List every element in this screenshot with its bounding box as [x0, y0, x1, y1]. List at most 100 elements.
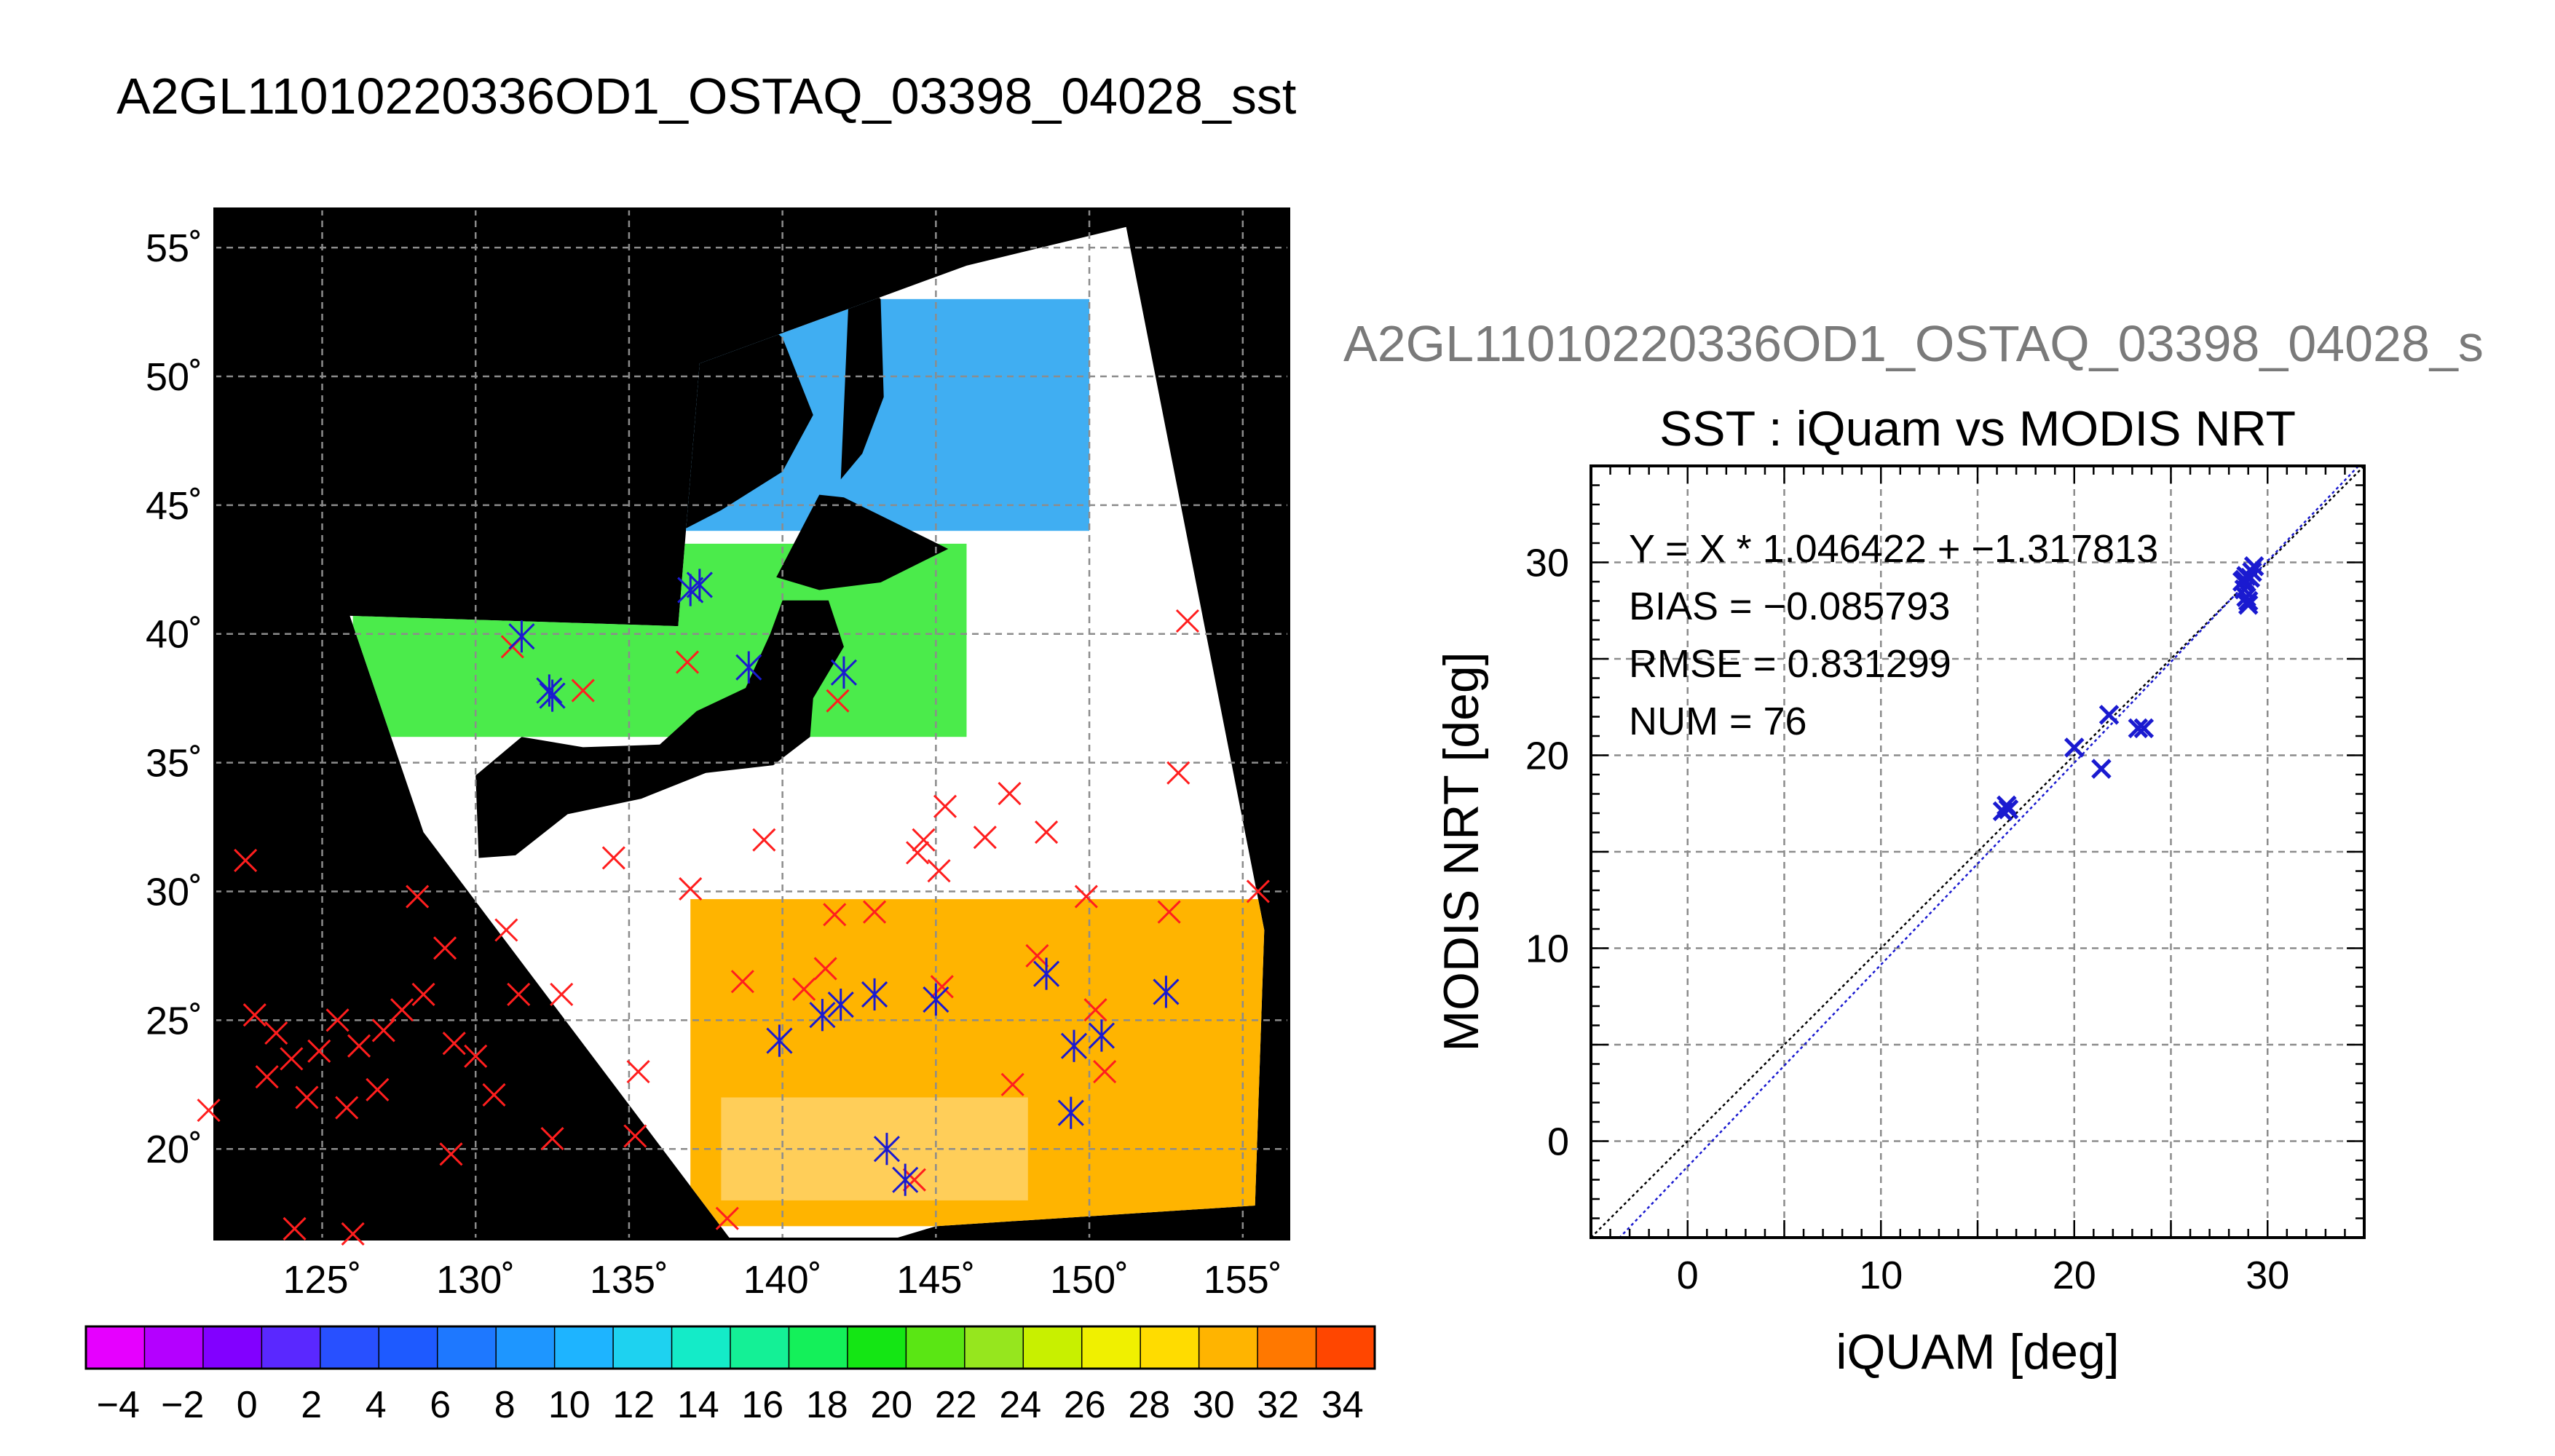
landmass-0	[475, 600, 844, 858]
map-blue-marker	[1057, 1096, 1084, 1129]
map-red-marker-stroke-b	[1157, 900, 1181, 924]
map-red-marker	[973, 826, 997, 850]
map-red-marker	[1175, 609, 1199, 633]
map-red-marker	[347, 1034, 371, 1058]
map-red-marker	[826, 689, 850, 713]
map-blue-marker	[539, 679, 566, 712]
map-red-marker-stroke-b	[1035, 820, 1059, 844]
colorbar-segment	[906, 1326, 965, 1369]
map-red-marker-stroke-b	[280, 1047, 304, 1071]
map-lon-tick-label: 135˚	[590, 1258, 668, 1302]
map-lat-tick-label: 30˚	[146, 870, 202, 914]
map-red-marker-stroke-b	[341, 1222, 365, 1246]
colorbar-segment	[496, 1326, 556, 1369]
colorbar-tick-label: 32	[1257, 1384, 1299, 1426]
sst-map: 125˚ 130˚ 135˚ 140˚ 145˚ 150˚ 155˚ 55˚ 50˚ 45˚ 40˚…	[146, 207, 1290, 1302]
map-red-marker-stroke-b	[540, 1126, 564, 1151]
map-red-marker-stroke-b	[823, 903, 847, 927]
map-red-marker-stroke-b	[439, 1142, 463, 1166]
map-red-marker	[406, 885, 430, 909]
colorbar-tick-label: 2	[301, 1384, 322, 1426]
map-red-marker	[234, 848, 258, 873]
map-lat-tick-label: 50˚	[146, 355, 202, 399]
scatter-point-stroke-b	[2234, 569, 2255, 590]
scatter-point-stroke-b	[2091, 759, 2112, 779]
scatter-annotations: Y = X * 1.046422 + −1.317813 BIAS = −0.08…	[1629, 527, 2158, 743]
colorbar-segment	[437, 1326, 497, 1369]
scatter-point	[1998, 799, 2019, 820]
map-blue-marker	[536, 674, 563, 707]
map-red-marker	[390, 998, 414, 1022]
map-red-marker-stroke-b	[507, 982, 531, 1006]
colorbar-segment	[86, 1326, 145, 1369]
scatter-y-tick-label: 20	[1525, 735, 1569, 778]
colorbar-tick-label: 16	[741, 1384, 783, 1426]
map-red-marker	[927, 859, 951, 883]
colorbar-tick-label: 0	[237, 1384, 258, 1426]
scatter-frame	[1590, 464, 2366, 1239]
map-blue-marker	[686, 569, 713, 601]
scatter-title: SST : iQuam vs MODIS NRT	[1659, 401, 2296, 456]
scatter-axis-labels: 0 10 20 30 0 10 20 30 iQUAM [deg] MODIS NRT [deg]	[1434, 542, 2289, 1380]
map-red-marker	[550, 982, 574, 1006]
warm-sea-region	[690, 899, 1265, 1227]
map-red-marker-stroke-b	[464, 1044, 488, 1068]
map-red-marker-stroke-b	[482, 1083, 506, 1107]
scatter-x-tick-label: 20	[2053, 1254, 2096, 1297]
map-red-marker	[366, 1077, 390, 1101]
map-red-marker-stroke-b	[390, 998, 414, 1022]
scatter-point-stroke-b	[2238, 590, 2259, 612]
scatter-point	[2128, 718, 2149, 739]
map-blue-marker	[1060, 1029, 1088, 1062]
scatter-point-stroke-b	[2098, 705, 2120, 725]
scatter-grid	[1591, 466, 2364, 1238]
map-red-marker	[752, 828, 776, 852]
map-red-marker-stroke-b	[1083, 998, 1107, 1022]
colorbar: −4 −2 0 2 4 6 8 10 12 14 16 18 20 22 24 26 28 30 32 34	[84, 1325, 1376, 1426]
map-red-marker-stroke-b	[1166, 761, 1190, 785]
map-blue-marker	[873, 1133, 900, 1166]
map-red-marker-stroke-b	[242, 1003, 266, 1027]
identity-line	[1591, 466, 2364, 1238]
map-red-marker	[1074, 885, 1098, 909]
colorbar-tick-label: 10	[548, 1384, 591, 1426]
map-lon-tick-label: 140˚	[743, 1258, 822, 1302]
map-red-marker	[715, 1206, 739, 1230]
map-red-marker-stroke-b	[335, 1096, 359, 1120]
map-red-marker-stroke-b	[626, 1060, 650, 1084]
map-red-marker-stroke-b	[792, 977, 816, 1001]
colorbar-segment	[1023, 1326, 1083, 1369]
colorbar-segment	[320, 1326, 379, 1369]
colorbar-tick-label: −4	[97, 1384, 140, 1426]
map-red-marker-stroke-b	[494, 918, 518, 942]
scatter-point	[2091, 759, 2112, 779]
scatter-x-tick-label: 0	[1677, 1254, 1699, 1297]
map-red-marker	[675, 650, 700, 674]
scatter-annotation: NUM = 76	[1629, 700, 1807, 743]
map-frame	[213, 207, 1290, 1241]
colorbar-segment	[261, 1326, 321, 1369]
map-red-marker-stroke-b	[1246, 879, 1270, 903]
scatter-point-stroke-b	[1998, 799, 2019, 820]
map-red-marker-stroke-b	[912, 828, 936, 852]
map-lat-tick-label: 35˚	[146, 742, 202, 786]
colorbar-frame	[84, 1325, 1376, 1370]
map-red-marker	[792, 977, 816, 1001]
scatter-point-stroke-b	[2133, 718, 2155, 739]
colorbar-tick-label: 14	[677, 1384, 719, 1426]
map-red-marker-stroke-b	[902, 1168, 926, 1192]
map-red-marker	[283, 1216, 307, 1241]
map-lon-tick-label: 125˚	[283, 1258, 361, 1302]
map-red-marker	[1025, 943, 1049, 968]
map-red-marker-stroke-b	[601, 846, 625, 870]
scatter-y-axis-label: MODIS NRT [deg]	[1434, 652, 1489, 1051]
map-red-marker	[1000, 1072, 1024, 1096]
map-red-marker	[930, 975, 954, 999]
map-lon-tick-label: 155˚	[1204, 1258, 1282, 1302]
map-blue-marker	[861, 978, 888, 1011]
scatter-super-title: A2GL11010220336OD1_OSTAQ_03398_04028_s	[1343, 315, 2484, 372]
colorbar-tick-label: 26	[1064, 1384, 1106, 1426]
map-blue-marker	[892, 1163, 919, 1196]
colorbar-segment	[1198, 1326, 1258, 1369]
map-red-marker	[255, 1065, 279, 1089]
